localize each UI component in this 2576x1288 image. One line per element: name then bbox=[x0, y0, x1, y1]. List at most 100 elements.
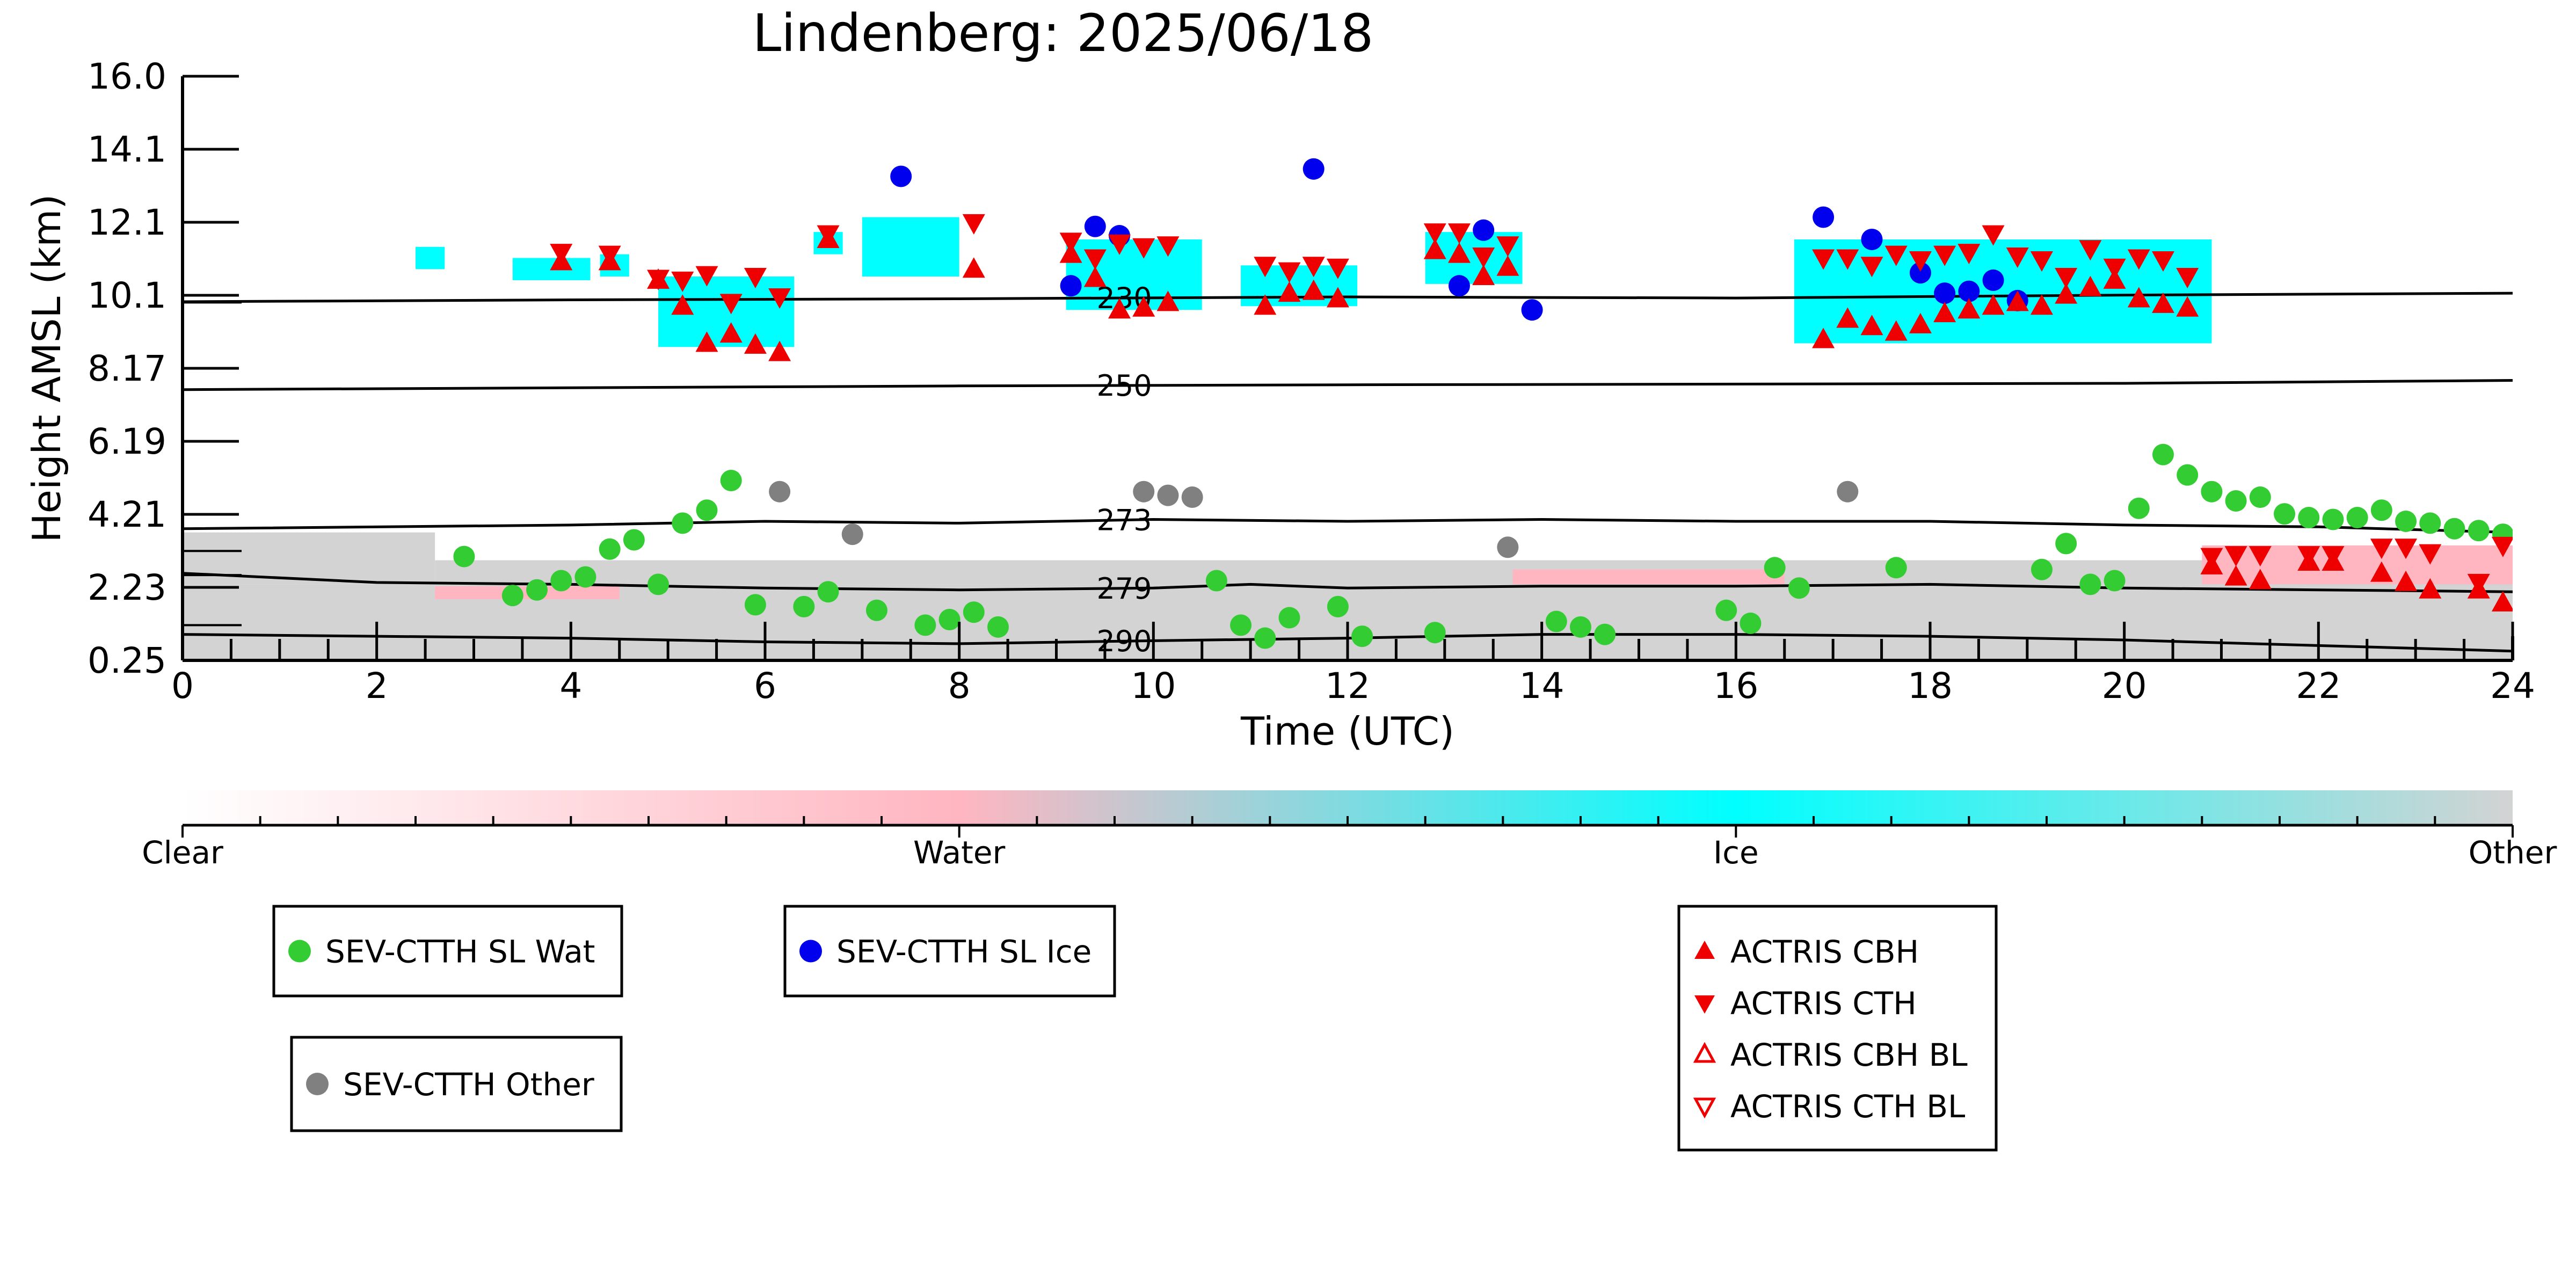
marker-cth bbox=[2322, 546, 2345, 567]
marker-cth bbox=[2395, 539, 2418, 559]
marker-point bbox=[963, 601, 985, 623]
marker-cth bbox=[1472, 248, 1495, 268]
marker-point bbox=[501, 585, 523, 607]
marker-cbh bbox=[2055, 283, 2078, 304]
marker-cbh bbox=[2395, 570, 2418, 591]
marker-point bbox=[1594, 623, 1616, 645]
x-tick-label: 8 bbox=[948, 665, 971, 707]
marker-point bbox=[2419, 512, 2441, 534]
marker-point bbox=[599, 538, 621, 560]
marker-point bbox=[1181, 486, 1203, 508]
marker-cbh bbox=[1836, 307, 1859, 328]
marker-cbh bbox=[1132, 296, 1155, 317]
marker-point bbox=[453, 545, 475, 567]
marker-cth bbox=[1860, 257, 1883, 278]
marker-point bbox=[938, 609, 960, 631]
colorbar-label: Ice bbox=[1713, 834, 1759, 871]
x-tick-label: 2 bbox=[366, 665, 388, 707]
x-tick-label: 14 bbox=[1519, 665, 1564, 707]
legend-entry-label: ACTRIS CBH BL bbox=[1730, 1037, 1968, 1073]
legend-marker-circle bbox=[288, 940, 311, 963]
marker-cth bbox=[1884, 245, 1908, 266]
marker-cbh bbox=[1156, 290, 1180, 311]
marker-cth bbox=[2248, 546, 2272, 567]
marker-cth bbox=[647, 270, 670, 290]
marker-cbh bbox=[1982, 294, 2005, 315]
legend-entry-label: SEV-CTTH Other bbox=[343, 1066, 594, 1103]
marker-cth bbox=[1933, 245, 1956, 266]
y-tick-label: 16.0 bbox=[88, 56, 166, 97]
x-tick-label: 18 bbox=[1908, 665, 1953, 707]
marker-cth bbox=[2152, 251, 2174, 272]
cloud-region-water bbox=[2202, 545, 2513, 585]
marker-cth bbox=[1132, 238, 1155, 259]
marker-cbh bbox=[1302, 279, 1325, 300]
marker-point bbox=[1084, 215, 1106, 237]
marker-cth bbox=[1083, 249, 1107, 270]
marker-point bbox=[2249, 486, 2271, 508]
marker-cth bbox=[1156, 236, 1180, 257]
marker-cth bbox=[671, 271, 694, 292]
colorbar-ticks bbox=[181, 816, 2514, 838]
marker-point bbox=[890, 165, 912, 187]
marker-point bbox=[2322, 508, 2344, 530]
marker-point bbox=[793, 595, 815, 617]
marker-cbh bbox=[695, 331, 718, 352]
legend-marker-cth-bl bbox=[1693, 1097, 1716, 1119]
marker-cth bbox=[1423, 223, 1446, 244]
marker-cth bbox=[1302, 257, 1325, 278]
marker-point bbox=[2152, 443, 2174, 465]
legend-entry-label: SEV-CTTH SL Wat bbox=[325, 934, 595, 970]
marker-cbh bbox=[1278, 281, 1301, 302]
x-tick-label: 22 bbox=[2296, 665, 2341, 707]
marker-point bbox=[817, 581, 839, 603]
marker-cbh bbox=[2006, 290, 2029, 311]
marker-point bbox=[2225, 490, 2247, 512]
marker-point bbox=[1545, 610, 1567, 632]
marker-cth bbox=[2030, 251, 2053, 272]
x-tick-label: 24 bbox=[2490, 665, 2535, 707]
marker-point bbox=[1254, 627, 1276, 649]
marker-cbh bbox=[1326, 287, 1349, 308]
colorbar-label: Other bbox=[2469, 834, 2557, 871]
marker-point bbox=[720, 469, 742, 491]
legend-entry-label: ACTRIS CTH bbox=[1730, 985, 1917, 1022]
marker-cbh bbox=[2152, 292, 2174, 313]
marker-point bbox=[2128, 497, 2150, 519]
marker-point bbox=[1837, 481, 1859, 503]
y-tick-label: 8.17 bbox=[88, 348, 166, 389]
marker-cbh bbox=[1933, 302, 1956, 323]
marker-cth bbox=[2200, 548, 2223, 569]
legend-box bbox=[1677, 905, 1998, 1152]
isotherm-label: 250 bbox=[1097, 369, 1152, 403]
marker-cbh bbox=[1496, 255, 1519, 276]
legend-box bbox=[290, 1036, 623, 1132]
marker-cbh bbox=[719, 322, 743, 343]
marker-cbh bbox=[2491, 591, 2513, 612]
cloud-region-ice bbox=[862, 217, 959, 277]
marker-cth bbox=[768, 288, 791, 309]
legend-box bbox=[783, 905, 1116, 998]
marker-cbh bbox=[1909, 312, 1932, 333]
marker-cth bbox=[2224, 546, 2247, 567]
isotherm-label: 279 bbox=[1097, 572, 1152, 606]
cloud-region-water bbox=[1512, 569, 1785, 585]
marker-point bbox=[1133, 481, 1155, 503]
marker-cth bbox=[2127, 249, 2150, 270]
marker-cbh bbox=[744, 333, 767, 354]
marker-cbh bbox=[1472, 265, 1495, 286]
marker-point bbox=[550, 570, 572, 592]
colorbar-label: Water bbox=[913, 834, 1006, 871]
marker-point bbox=[2055, 533, 2077, 555]
marker-point bbox=[2298, 507, 2320, 529]
marker-point bbox=[2031, 558, 2053, 580]
marker-point bbox=[1885, 557, 1907, 579]
legend-entry-label: SEV-CTTH SL Ice bbox=[836, 934, 1091, 970]
marker-point bbox=[2443, 518, 2465, 540]
marker-cth bbox=[1447, 223, 1471, 244]
marker-point bbox=[1157, 484, 1179, 506]
legend-marker-circle bbox=[799, 940, 822, 963]
y-tick-label: 2.23 bbox=[88, 567, 166, 608]
marker-cth bbox=[1254, 257, 1277, 278]
cloud-region-other bbox=[183, 532, 435, 585]
